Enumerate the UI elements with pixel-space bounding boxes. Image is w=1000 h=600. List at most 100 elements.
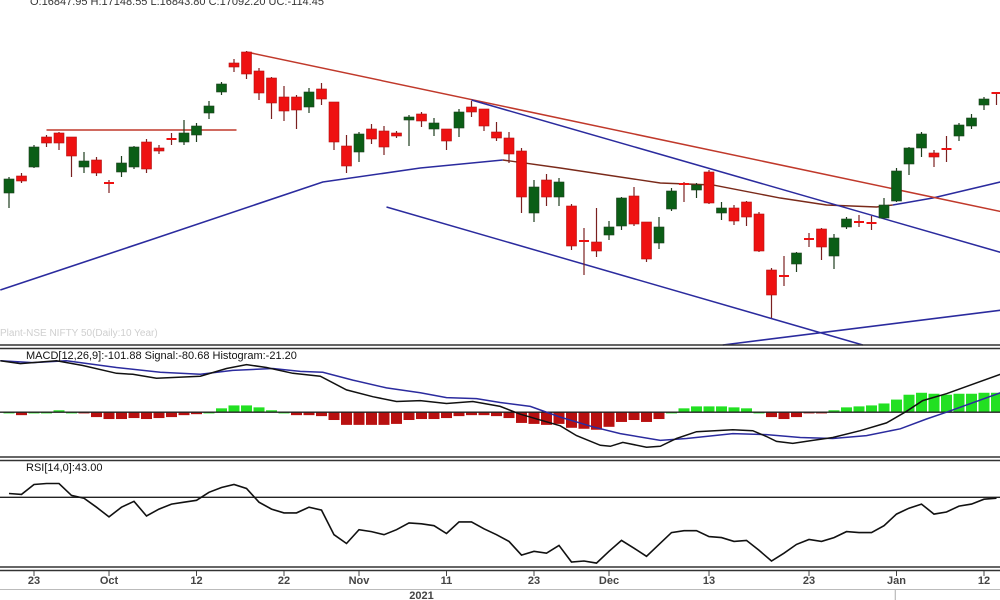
candle <box>391 131 402 138</box>
candle-body <box>441 128 452 142</box>
candle-body <box>66 136 77 157</box>
x-tick-label: 12 <box>190 575 202 587</box>
candle-body <box>903 147 915 165</box>
candle-body <box>428 122 440 130</box>
candle <box>653 217 665 249</box>
macd-histogram-bar <box>616 412 627 422</box>
candle <box>953 123 965 141</box>
macd-histogram-bar <box>503 412 515 419</box>
candle-body <box>91 159 102 174</box>
candle-body <box>703 171 715 204</box>
candle-body <box>641 221 652 260</box>
candle-body <box>366 128 377 140</box>
candle-body <box>728 207 740 222</box>
candle-body <box>303 91 315 108</box>
candle-body <box>466 106 477 113</box>
candle-body <box>541 179 552 198</box>
candle <box>691 183 702 198</box>
candle <box>3 177 15 208</box>
macd-histogram-bar <box>116 412 127 420</box>
macd-histogram-bar <box>353 412 365 425</box>
pane-divider <box>0 566 1000 572</box>
watermark-symbol: Plant-NSE NIFTY 50(Daily:10 Year) <box>0 328 158 339</box>
candle <box>503 132 515 163</box>
x-tick-label: 11 <box>441 575 453 587</box>
macd-histogram-bar <box>466 412 477 416</box>
candle-body <box>528 186 540 214</box>
candle-body <box>278 96 290 112</box>
macd-histogram-bar <box>916 392 927 413</box>
candle <box>291 95 302 129</box>
pane-divider <box>0 456 1000 462</box>
candle <box>753 212 765 252</box>
macd-histogram-bar <box>228 405 240 413</box>
macd-histogram-bar <box>103 412 115 420</box>
macd-histogram-bar <box>316 412 327 417</box>
candle-body <box>28 146 40 168</box>
candle-body <box>228 62 240 68</box>
x-tick-label: Nov <box>349 575 371 587</box>
macd-label: MACD[12,26,9]:-101.88 Signal:-80.68 Hist… <box>26 350 297 362</box>
candle-body <box>516 150 527 198</box>
candle-body <box>191 125 202 136</box>
candle-body <box>503 137 515 155</box>
macd-histogram-bar <box>941 394 952 413</box>
candle-body <box>328 101 340 143</box>
candle-body <box>916 133 927 149</box>
macd-line <box>0 359 1000 448</box>
macd-histogram-bar <box>241 405 252 413</box>
candle <box>141 139 152 173</box>
x-tick-label: 13 <box>703 575 715 587</box>
candle-body <box>53 132 65 144</box>
x-tick-label: 12 <box>978 575 990 587</box>
candle <box>78 152 90 173</box>
macd-histogram-bar <box>866 405 877 413</box>
macd-histogram-bar <box>978 392 990 413</box>
candle-body <box>953 124 965 137</box>
macd-histogram-bar <box>678 408 690 413</box>
candle-body <box>203 105 215 114</box>
candle <box>191 123 202 142</box>
candle-body <box>153 147 165 152</box>
candle <box>116 156 127 177</box>
candle-body <box>928 152 940 158</box>
candle-body <box>41 136 52 144</box>
trendline-blue <box>386 206 864 346</box>
candle <box>91 157 102 176</box>
candle <box>166 133 177 145</box>
macd-histogram-bar <box>778 412 790 420</box>
candle-body <box>666 190 677 210</box>
candle <box>278 86 290 121</box>
candle <box>579 228 589 275</box>
candle <box>228 59 240 72</box>
candle <box>128 146 140 169</box>
macd-histogram-bar <box>303 412 315 416</box>
macd-histogram-bar <box>153 412 165 419</box>
candle <box>241 51 252 79</box>
macd-histogram-bar <box>366 412 377 425</box>
macd-histogram-bar <box>766 412 777 418</box>
candle <box>316 83 327 105</box>
candle <box>903 147 915 175</box>
candle <box>791 252 802 272</box>
candle-body <box>691 184 702 191</box>
macd-histogram-bar <box>653 412 665 420</box>
candle <box>453 109 465 137</box>
candle-body <box>966 117 977 127</box>
candle <box>616 197 627 230</box>
candle-body <box>753 213 765 252</box>
macd-histogram-bar <box>403 412 415 421</box>
candle-body <box>816 228 827 248</box>
candle-body <box>116 162 127 173</box>
rsi-pane <box>0 482 1000 564</box>
candle <box>266 77 277 119</box>
candle-body <box>391 132 402 137</box>
macd-histogram-bar <box>291 412 302 416</box>
macd-histogram-bar <box>391 412 402 424</box>
candle-body <box>241 51 252 75</box>
macd-histogram-bar <box>641 412 652 422</box>
candle <box>178 120 190 145</box>
candle-body <box>553 181 565 198</box>
candle <box>591 208 602 257</box>
x-tick-label: 23 <box>28 575 40 587</box>
